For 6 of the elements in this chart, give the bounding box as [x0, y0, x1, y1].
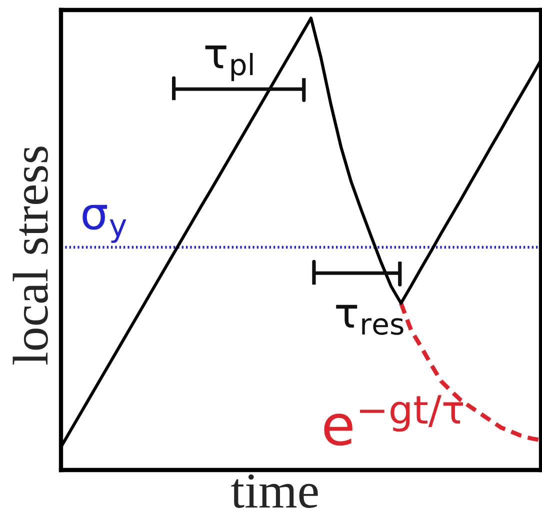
- y-axis-title: local stress: [12, 146, 48, 365]
- series-label: e$^{−gt/τ}$: [324, 395, 464, 446]
- annotation: τ$_{res}$: [336, 304, 404, 335]
- ref-line-label: σ$_{y}$: [82, 204, 126, 243]
- annotation: τ$_{pl}$: [205, 45, 253, 82]
- x-axis-title: time: [231, 474, 318, 508]
